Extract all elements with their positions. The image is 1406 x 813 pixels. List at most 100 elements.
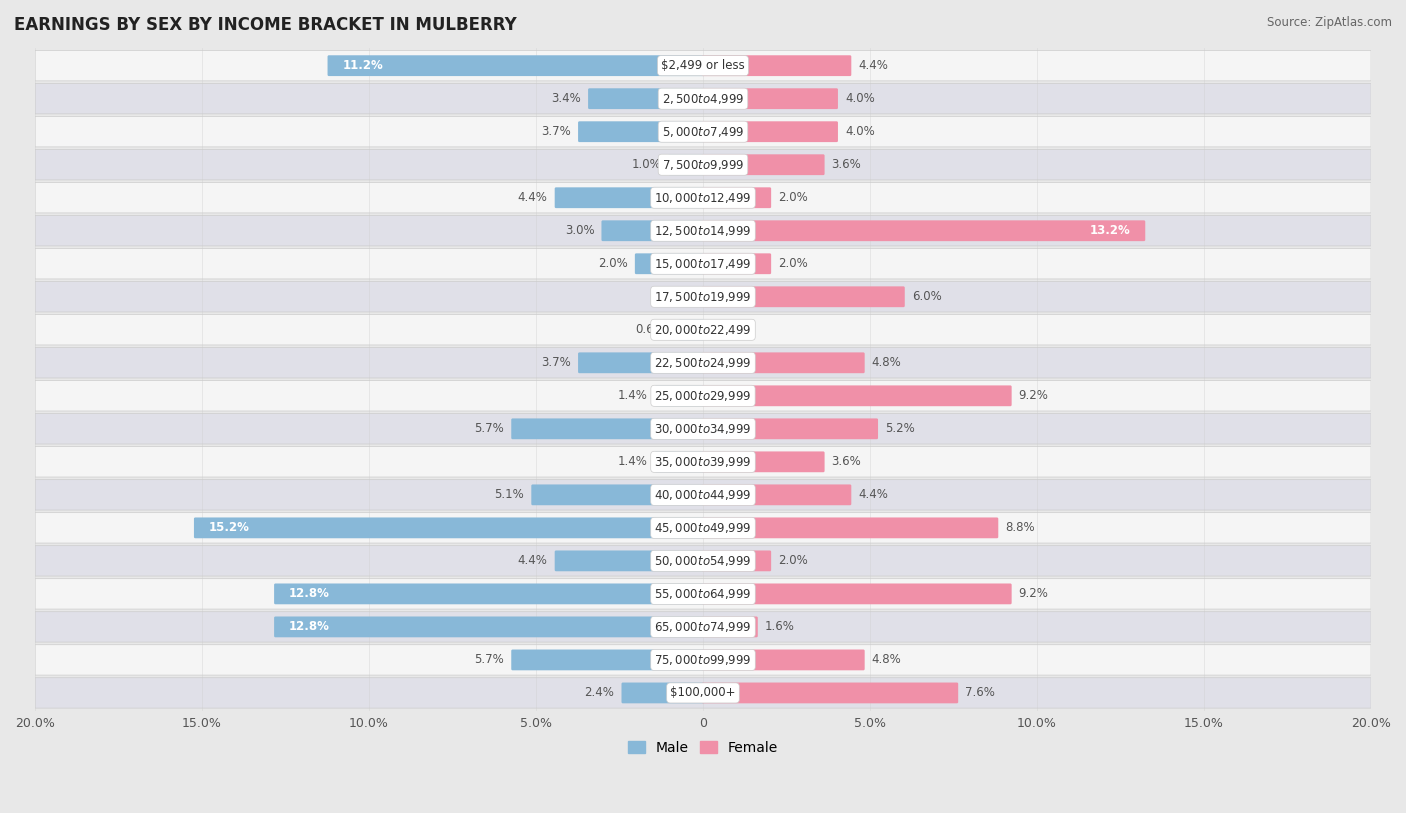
Text: 0.0%: 0.0% [711,324,741,337]
FancyBboxPatch shape [702,616,758,637]
FancyBboxPatch shape [531,485,704,505]
Text: 4.4%: 4.4% [517,191,548,204]
Text: 2.4%: 2.4% [585,686,614,699]
FancyBboxPatch shape [194,517,704,538]
Text: 3.4%: 3.4% [551,92,581,105]
Text: $50,000 to $54,999: $50,000 to $54,999 [654,554,752,567]
Text: 2.0%: 2.0% [778,191,808,204]
Text: $35,000 to $39,999: $35,000 to $39,999 [654,454,752,469]
Text: 3.7%: 3.7% [541,125,571,138]
Text: 1.6%: 1.6% [765,620,794,633]
FancyBboxPatch shape [512,419,704,439]
Text: 4.8%: 4.8% [872,654,901,667]
Text: 4.0%: 4.0% [845,92,875,105]
FancyBboxPatch shape [35,183,1371,213]
Legend: Male, Female: Male, Female [623,736,783,760]
Text: 0.0%: 0.0% [665,290,695,303]
Text: $20,000 to $22,499: $20,000 to $22,499 [654,323,752,337]
Text: 4.4%: 4.4% [858,59,889,72]
FancyBboxPatch shape [602,220,704,241]
Text: $2,500 to $4,999: $2,500 to $4,999 [662,92,744,106]
FancyBboxPatch shape [274,616,704,637]
FancyBboxPatch shape [35,348,1371,378]
Text: 1.4%: 1.4% [619,455,648,468]
Text: $15,000 to $17,499: $15,000 to $17,499 [654,257,752,271]
FancyBboxPatch shape [702,254,770,274]
Text: $75,000 to $99,999: $75,000 to $99,999 [654,653,752,667]
FancyBboxPatch shape [35,579,1371,609]
FancyBboxPatch shape [35,446,1371,477]
Text: 2.0%: 2.0% [598,257,628,270]
FancyBboxPatch shape [35,249,1371,279]
Text: 0.68%: 0.68% [636,324,672,337]
Text: $10,000 to $12,499: $10,000 to $12,499 [654,191,752,205]
Text: 9.2%: 9.2% [1019,389,1049,402]
FancyBboxPatch shape [702,121,838,142]
FancyBboxPatch shape [702,485,851,505]
Text: 8.8%: 8.8% [1005,521,1035,534]
FancyBboxPatch shape [702,220,1146,241]
Text: 4.4%: 4.4% [858,489,889,502]
FancyBboxPatch shape [35,546,1371,576]
FancyBboxPatch shape [35,480,1371,510]
FancyBboxPatch shape [35,50,1371,80]
FancyBboxPatch shape [702,187,770,208]
FancyBboxPatch shape [35,414,1371,444]
FancyBboxPatch shape [702,517,998,538]
FancyBboxPatch shape [702,650,865,670]
FancyBboxPatch shape [35,315,1371,345]
Text: $40,000 to $44,999: $40,000 to $44,999 [654,488,752,502]
Text: $5,000 to $7,499: $5,000 to $7,499 [662,124,744,139]
Text: 1.4%: 1.4% [619,389,648,402]
FancyBboxPatch shape [35,215,1371,246]
Text: 6.0%: 6.0% [911,290,942,303]
Text: $30,000 to $34,999: $30,000 to $34,999 [654,422,752,436]
FancyBboxPatch shape [702,55,851,76]
FancyBboxPatch shape [702,385,1012,406]
FancyBboxPatch shape [621,683,704,703]
Text: 13.2%: 13.2% [1090,224,1130,237]
Text: $65,000 to $74,999: $65,000 to $74,999 [654,620,752,634]
Text: $45,000 to $49,999: $45,000 to $49,999 [654,521,752,535]
FancyBboxPatch shape [512,650,704,670]
Text: 3.6%: 3.6% [831,455,862,468]
FancyBboxPatch shape [578,352,704,373]
FancyBboxPatch shape [35,611,1371,642]
FancyBboxPatch shape [679,320,704,340]
Text: Source: ZipAtlas.com: Source: ZipAtlas.com [1267,16,1392,29]
FancyBboxPatch shape [328,55,704,76]
Text: 5.2%: 5.2% [884,422,915,435]
FancyBboxPatch shape [702,89,838,109]
Text: 5.7%: 5.7% [474,422,505,435]
FancyBboxPatch shape [702,352,865,373]
FancyBboxPatch shape [35,380,1371,411]
FancyBboxPatch shape [588,89,704,109]
FancyBboxPatch shape [35,281,1371,312]
FancyBboxPatch shape [35,513,1371,543]
Text: $25,000 to $29,999: $25,000 to $29,999 [654,389,752,402]
FancyBboxPatch shape [668,154,704,175]
Text: 15.2%: 15.2% [208,521,249,534]
FancyBboxPatch shape [274,584,704,604]
FancyBboxPatch shape [636,254,704,274]
FancyBboxPatch shape [555,187,704,208]
FancyBboxPatch shape [35,84,1371,114]
Text: $55,000 to $64,999: $55,000 to $64,999 [654,587,752,601]
Text: 3.6%: 3.6% [831,159,862,172]
Text: 7.6%: 7.6% [965,686,995,699]
FancyBboxPatch shape [702,550,770,572]
FancyBboxPatch shape [35,150,1371,180]
FancyBboxPatch shape [578,121,704,142]
FancyBboxPatch shape [702,451,824,472]
Text: 4.8%: 4.8% [872,356,901,369]
Text: 2.0%: 2.0% [778,554,808,567]
FancyBboxPatch shape [702,154,824,175]
Text: 1.0%: 1.0% [631,159,661,172]
FancyBboxPatch shape [655,451,704,472]
FancyBboxPatch shape [702,683,959,703]
FancyBboxPatch shape [655,385,704,406]
Text: EARNINGS BY SEX BY INCOME BRACKET IN MULBERRY: EARNINGS BY SEX BY INCOME BRACKET IN MUL… [14,16,517,34]
Text: 4.0%: 4.0% [845,125,875,138]
Text: 3.0%: 3.0% [565,224,595,237]
Text: $100,000+: $100,000+ [671,686,735,699]
